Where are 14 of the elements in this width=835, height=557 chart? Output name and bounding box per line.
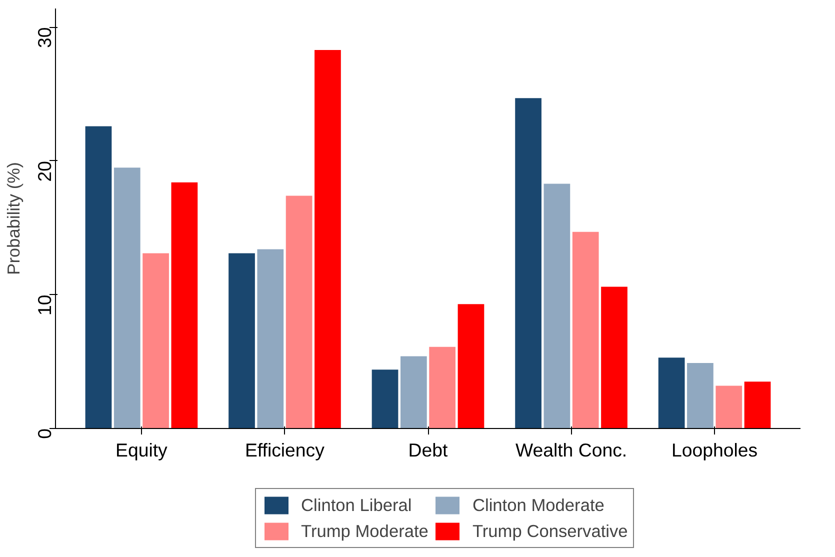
y-axis-title: Probability (%) xyxy=(4,162,24,275)
legend-label: Trump Moderate xyxy=(301,520,428,542)
x-tick-label: Efficiency xyxy=(244,440,326,460)
y-tick-label: 20 xyxy=(34,160,55,182)
y-tick-label: 30 xyxy=(34,27,55,48)
x-tick-label: Equity xyxy=(116,440,168,460)
x-tick-label: Debt xyxy=(408,440,449,460)
x-tick-label: Loopholes xyxy=(671,440,758,460)
legend-label: Clinton Moderate xyxy=(472,494,604,516)
x-tick-label: Wealth Conc. xyxy=(515,440,628,460)
legend-label: Trump Conservative xyxy=(472,520,628,542)
y-tick-label: 0 xyxy=(34,428,55,439)
y-tick-label: 10 xyxy=(34,294,55,316)
legend-label: Clinton Liberal xyxy=(301,494,412,516)
